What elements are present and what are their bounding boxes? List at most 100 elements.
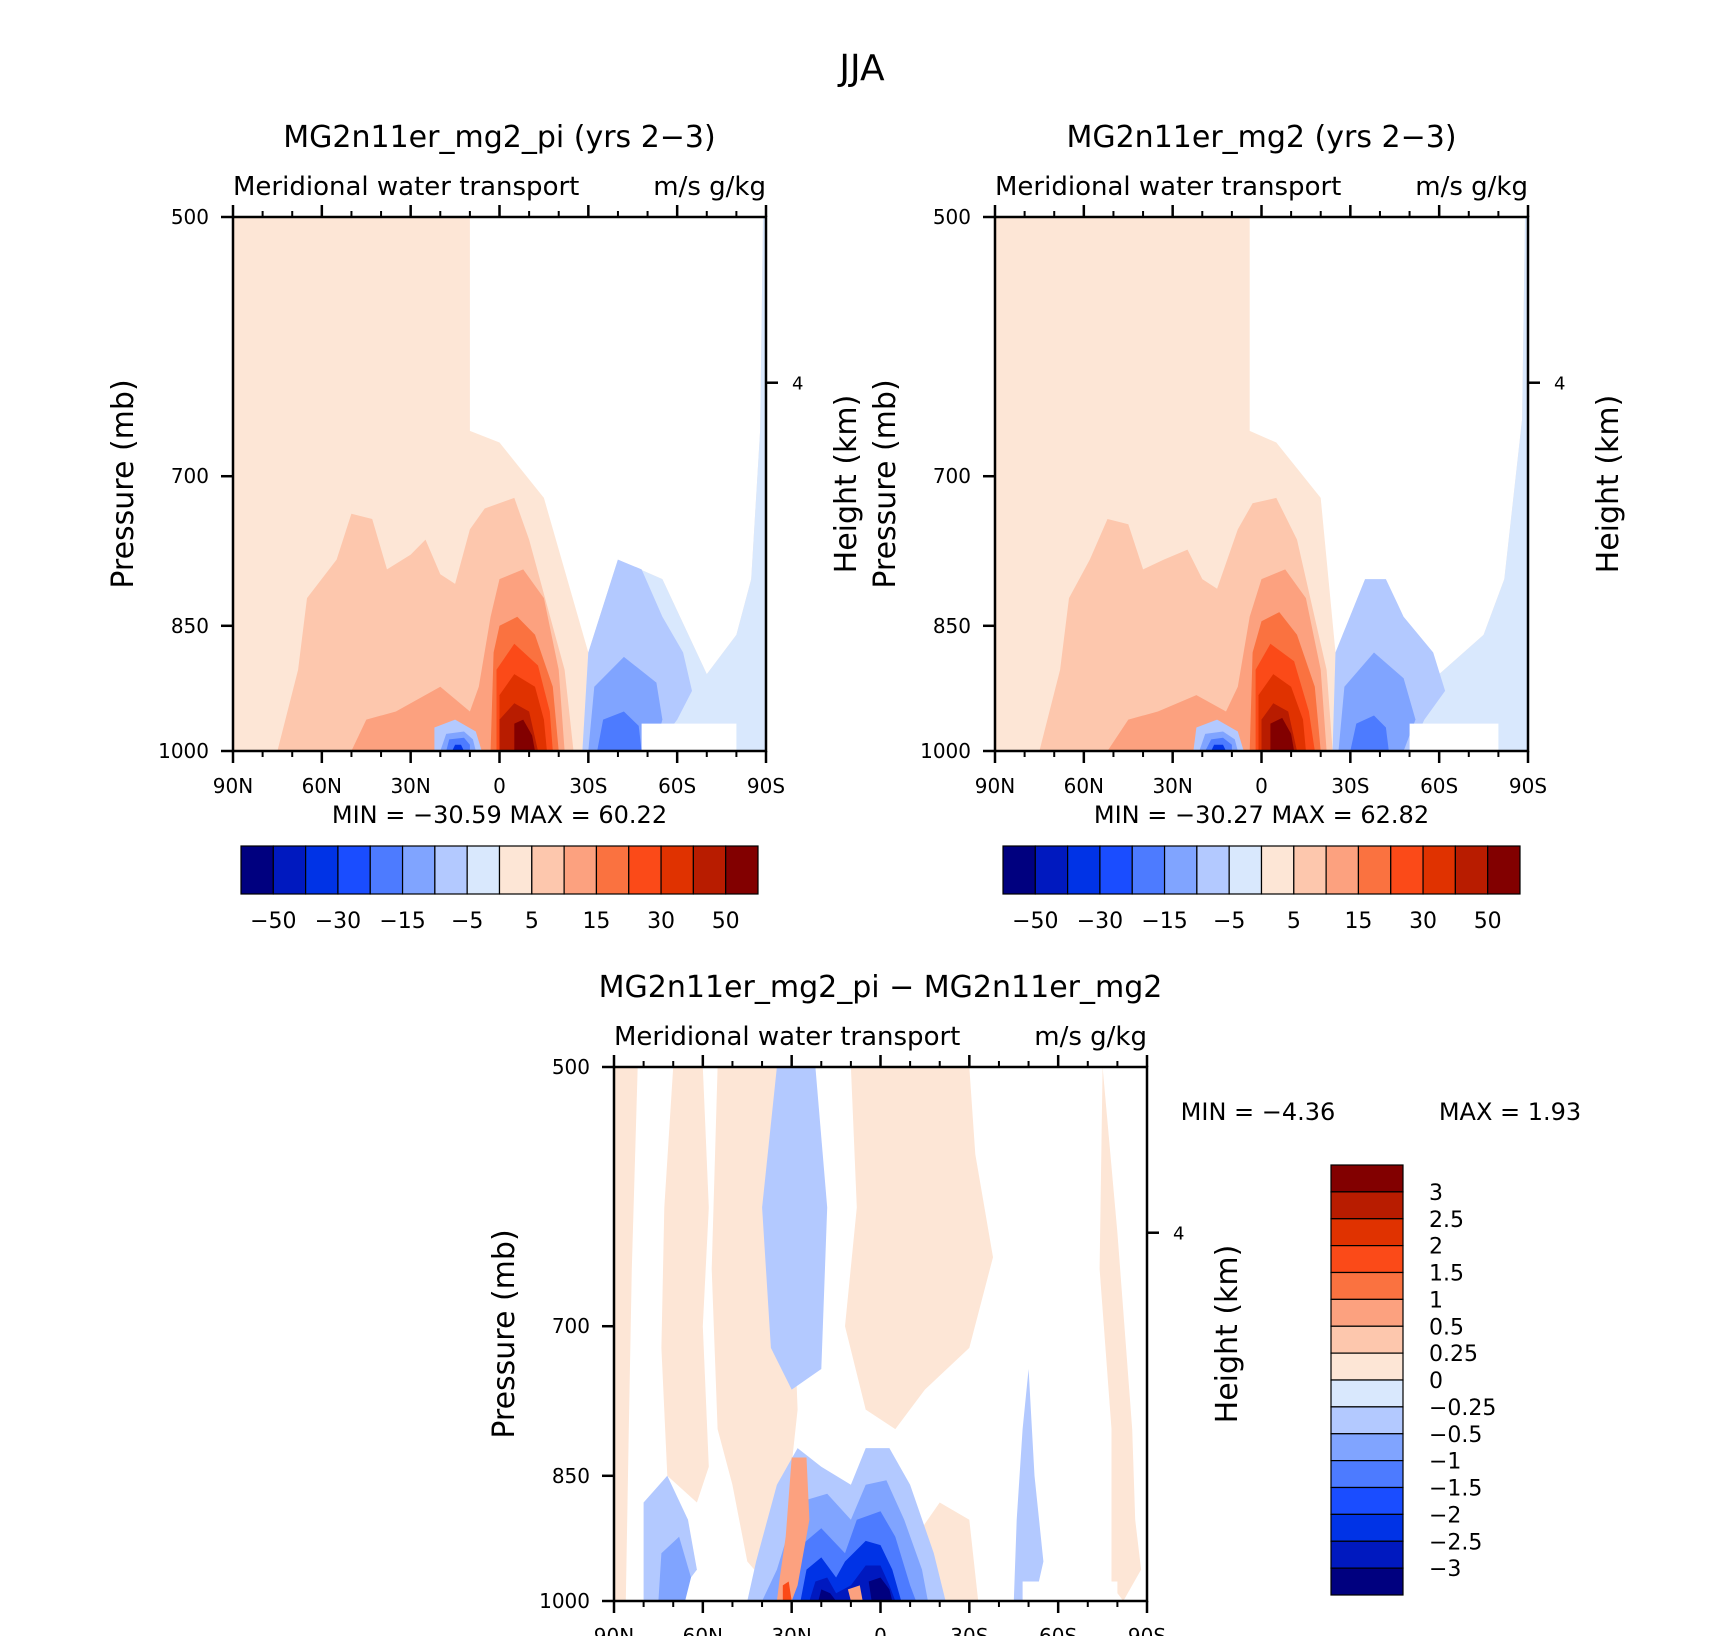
y-right-tick-label: 4 <box>792 374 803 395</box>
panel-1: 90N 60N 30N 0 30S 60S 90S 500 700 850 1000 4 Pressur… <box>106 120 864 934</box>
x-tick-label: 90N <box>594 1624 634 1636</box>
colorbar-label: −0.25 <box>1429 1396 1496 1421</box>
contour-region-18 <box>776 1457 810 1601</box>
colorbar-box <box>401 845 436 895</box>
y-right-axis-label: Height (km) <box>1210 1245 1245 1424</box>
colorbar-label: −2 <box>1429 1503 1461 1528</box>
x-tick-label: 60S <box>658 774 696 798</box>
contour-region-21 <box>1022 1581 1118 1601</box>
contour-region-7 <box>762 1067 828 1390</box>
contour-region-9 <box>1013 1369 1044 1601</box>
y-tick-label: 850 <box>933 614 971 638</box>
panel-subtitle-left: Meridional water transport <box>995 172 1341 202</box>
colorbar-label: 50 <box>1474 909 1502 934</box>
panel-title: MG2n11er_mg2 (yrs 2−3) <box>1066 120 1456 155</box>
colorbar-box <box>1330 1540 1404 1569</box>
contour-region-5 <box>597 711 642 751</box>
contour-region-4 <box>845 1067 993 1430</box>
colorbar-box <box>498 845 533 895</box>
colorbar-box <box>1330 1567 1404 1596</box>
colorbar-label: −0.5 <box>1429 1423 1482 1448</box>
colorbar-box <box>1330 1218 1404 1247</box>
y-right-axis-label: Height (km) <box>1591 395 1626 574</box>
contour-region-16 <box>446 737 470 751</box>
colorbar: −50 −30 −15 −5 5 15 30 50 <box>1002 845 1521 934</box>
contour-fill <box>995 217 1528 751</box>
colorbar-label: 30 <box>647 909 675 934</box>
y-tick-label: 500 <box>552 1055 590 1079</box>
contour-region-12 <box>658 1536 691 1601</box>
colorbar-box <box>1454 845 1489 895</box>
contour-region-16 <box>818 1589 837 1601</box>
colorbar-box <box>1330 1352 1404 1381</box>
colorbar-box <box>1357 845 1392 895</box>
colorbar-box <box>1196 845 1230 895</box>
colorbar-label: 1 <box>1429 1288 1443 1313</box>
colorbar-box <box>1293 845 1327 895</box>
colorbar-label: −15 <box>379 909 425 934</box>
colorbar-box <box>434 845 468 895</box>
colorbar-label: 15 <box>582 909 610 934</box>
colorbar-box <box>272 845 307 895</box>
colorbar-box <box>1163 845 1198 895</box>
panel-title: MG2n11er_mg2_pi − MG2n11er_mg2 <box>599 970 1163 1005</box>
colorbar-box <box>531 845 565 895</box>
x-tick-label: 90S <box>1128 1624 1166 1636</box>
colorbar-box <box>1330 1379 1404 1408</box>
x-tick-label: 30N <box>771 1624 811 1636</box>
contour-region-17 <box>868 1577 893 1601</box>
colorbar-box <box>1330 1325 1404 1354</box>
panel-subtitle-right: m/s g/kg <box>1415 172 1528 202</box>
colorbar-box <box>1330 1298 1404 1327</box>
colorbar-box <box>692 845 727 895</box>
contour-fill <box>233 217 766 751</box>
colorbar-label: −5 <box>1213 909 1245 934</box>
colorbar-label: 3 <box>1429 1181 1443 1206</box>
colorbar-box <box>1228 845 1263 895</box>
colorbar-label: −1.5 <box>1429 1477 1482 1502</box>
x-tick-label: 30S <box>1331 774 1369 798</box>
y-right-tick-label: 4 <box>1173 1224 1184 1245</box>
x-tick-label: 30S <box>569 774 607 798</box>
panel-subtitle-left: Meridional water transport <box>614 1022 960 1052</box>
colorbar-box <box>1067 845 1101 895</box>
x-tick-label: 30N <box>390 774 430 798</box>
y-tick-label: 1000 <box>158 739 209 763</box>
contour-region-5 <box>1099 1067 1142 1601</box>
x-tick-label: 60N <box>302 774 342 798</box>
y-tick-label: 1000 <box>920 739 971 763</box>
colorbar-label: −30 <box>315 909 361 934</box>
panel-title: MG2n11er_mg2_pi (yrs 2−3) <box>283 120 715 155</box>
y-tick-label: 1000 <box>539 1589 590 1613</box>
contour-region-2 <box>661 1067 709 1503</box>
colorbar-box <box>337 845 371 895</box>
max-stat: MAX = 1.93 <box>1439 1098 1581 1126</box>
colorbar-label: 15 <box>1344 909 1372 934</box>
y-axis-label: Pressure (mb) <box>487 1229 522 1438</box>
x-tick-label: 90N <box>975 774 1015 798</box>
colorbar-box <box>1034 845 1069 895</box>
y-tick-label: 700 <box>552 1314 590 1338</box>
colorbar-label: −5 <box>451 909 483 934</box>
colorbar-label: −50 <box>1012 909 1058 934</box>
x-tick-label: 30N <box>1152 774 1192 798</box>
y-axis-label: Pressure (mb) <box>868 379 903 588</box>
colorbar-label: −30 <box>1077 909 1123 934</box>
min-stat: MIN = −4.36 <box>1181 1098 1336 1126</box>
colorbar-label: 50 <box>712 909 740 934</box>
contour-region-19 <box>847 1585 863 1601</box>
colorbar-box <box>466 845 501 895</box>
colorbar-label: −3 <box>1429 1557 1461 1582</box>
colorbar-label: 2.5 <box>1429 1208 1464 1233</box>
y-tick-label: 500 <box>171 205 209 229</box>
x-tick-label: 60N <box>683 1624 723 1636</box>
min-max-stats: MIN = −30.27 MAX = 62.82 <box>1094 801 1429 829</box>
colorbar-box <box>1330 1460 1404 1489</box>
figure-title: JJA <box>837 48 885 89</box>
colorbar-box <box>660 845 694 895</box>
y-right-tick-label: 4 <box>1554 374 1565 395</box>
x-tick-label: 0 <box>1255 774 1268 798</box>
colorbar-box <box>1002 845 1036 895</box>
colorbar-label: 1.5 <box>1429 1262 1464 1287</box>
